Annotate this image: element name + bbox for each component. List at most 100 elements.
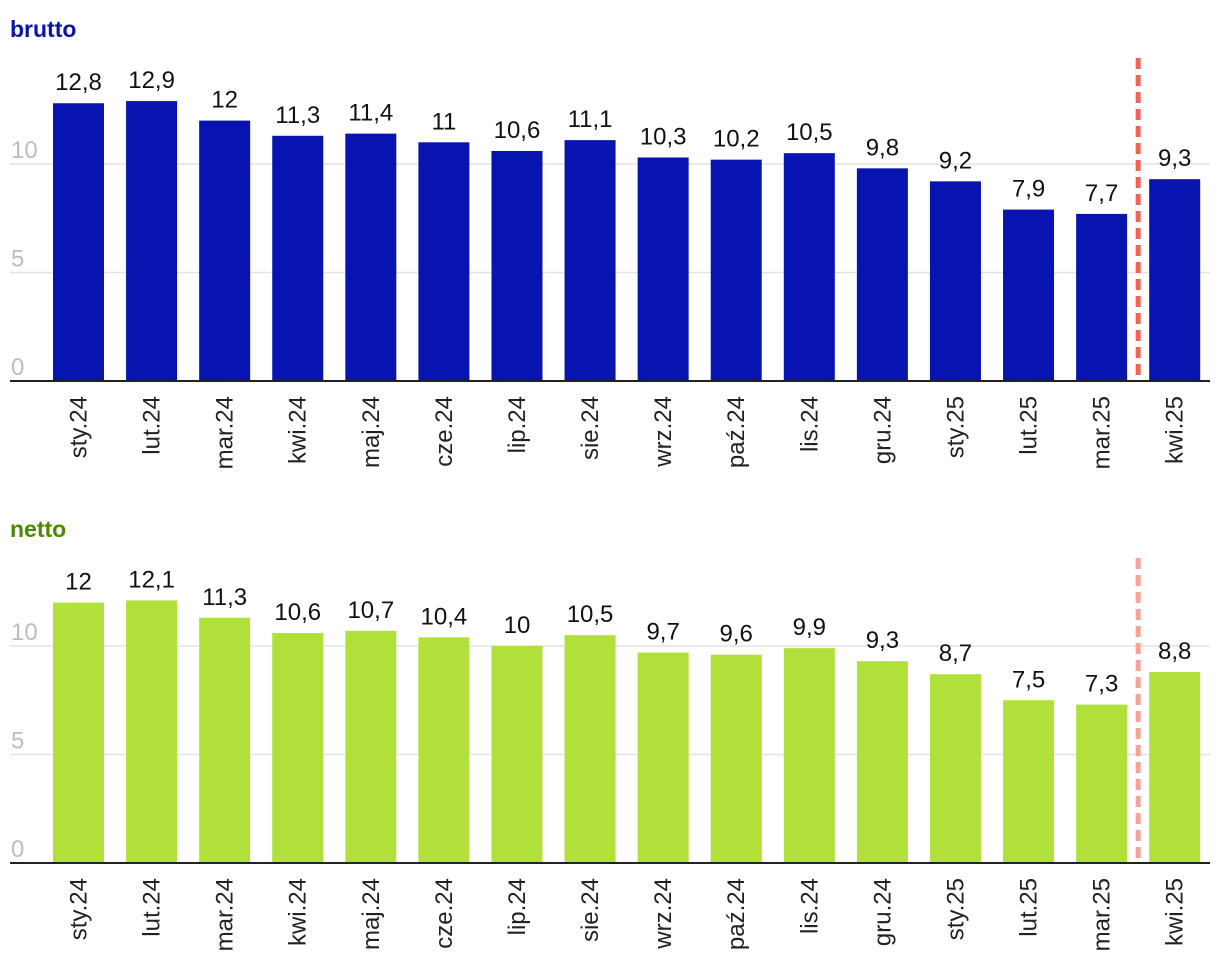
x-tick-label: wrz.24 <box>650 396 677 468</box>
data-label: 9,3 <box>1158 145 1191 172</box>
bar <box>53 602 104 863</box>
x-tick-label: mar.24 <box>212 396 239 469</box>
bar <box>856 661 908 863</box>
bar <box>783 153 835 381</box>
x-tick-label: cze.24 <box>431 878 458 949</box>
data-label: 9,8 <box>866 134 899 161</box>
data-label: 12 <box>211 87 238 114</box>
bar <box>418 637 470 863</box>
data-label: 11,4 <box>348 100 393 127</box>
data-label: 10,3 <box>640 123 687 150</box>
y-tick-label: 5 <box>11 728 24 755</box>
x-tick-label: cze.24 <box>431 396 458 467</box>
bar <box>126 600 178 863</box>
chart-panel-netto: netto 0 5 10 12 sty.24 12,1 lut.24 11,3 mar.24 10,… <box>10 516 1210 951</box>
bar <box>345 133 397 381</box>
bar <box>783 648 835 863</box>
data-label: 10,5 <box>567 601 614 628</box>
x-tick-label: paź.24 <box>723 396 750 468</box>
x-tick-label: kwi.24 <box>285 396 312 464</box>
bar <box>1076 704 1128 863</box>
data-label: 11,1 <box>568 106 613 133</box>
bar <box>53 103 104 382</box>
y-tick-label: 5 <box>11 246 24 273</box>
bar <box>272 632 324 863</box>
data-label: 7,3 <box>1085 671 1118 698</box>
data-label: 12,9 <box>128 67 175 94</box>
data-label: 7,9 <box>1012 176 1045 203</box>
data-label: 11,3 <box>202 584 247 611</box>
data-label: 8,7 <box>939 640 972 667</box>
data-label: 9,6 <box>720 621 753 648</box>
x-tick-label: kwi.25 <box>1162 878 1189 946</box>
x-tick-label: lut.24 <box>139 878 166 937</box>
x-tick-label: wrz.24 <box>650 878 677 950</box>
bar <box>126 101 178 381</box>
bar <box>199 617 251 863</box>
data-label: 8,8 <box>1158 638 1191 665</box>
x-tick-label: maj.24 <box>358 396 385 468</box>
data-label: 9,7 <box>646 619 679 646</box>
data-label: 10,5 <box>786 119 833 146</box>
x-tick-label: sie.24 <box>577 396 604 460</box>
data-label: 9,9 <box>793 614 826 641</box>
chart-title: netto <box>10 516 66 542</box>
bar <box>1076 213 1128 381</box>
bar <box>1149 672 1201 863</box>
bar <box>491 646 543 863</box>
x-tick-label: lip.24 <box>504 396 531 453</box>
bar <box>929 674 981 863</box>
x-tick-label: sie.24 <box>577 878 604 942</box>
x-tick-label: mar.25 <box>1089 396 1116 469</box>
data-label: 9,2 <box>939 147 972 174</box>
bar <box>418 142 470 381</box>
x-tick-label: sty.24 <box>66 396 93 458</box>
x-tick-label: gru.24 <box>869 396 896 464</box>
x-tick-label: mar.24 <box>212 878 239 951</box>
bar <box>272 135 324 381</box>
data-label: 7,7 <box>1085 180 1118 207</box>
chart-panel-brutto: brutto 0 5 10 12,8 sty.24 12,9 lut.24 12 mar.24 11… <box>10 16 1210 469</box>
bar <box>564 635 616 863</box>
x-tick-label: lip.24 <box>504 878 531 935</box>
bar <box>710 654 762 863</box>
bar <box>856 168 908 381</box>
data-label: 12,1 <box>128 566 175 593</box>
bar <box>929 181 981 381</box>
bar <box>199 120 251 381</box>
data-label: 11,3 <box>275 102 320 129</box>
x-tick-label: sty.24 <box>66 878 93 940</box>
bar <box>1149 179 1201 381</box>
data-label: 12,8 <box>55 69 102 96</box>
x-tick-label: sty.25 <box>942 878 969 940</box>
bar <box>1003 700 1055 863</box>
data-label: 10,6 <box>494 117 541 144</box>
x-tick-label: sty.25 <box>942 396 969 458</box>
data-label: 12 <box>65 569 92 596</box>
data-label: 10,7 <box>347 597 394 624</box>
x-tick-label: maj.24 <box>358 878 385 950</box>
data-label: 10,4 <box>421 603 468 630</box>
bar <box>564 140 616 381</box>
data-label: 7,5 <box>1012 666 1045 693</box>
y-tick-label: 0 <box>11 354 24 381</box>
x-tick-label: paź.24 <box>723 878 750 950</box>
bar <box>491 150 543 381</box>
x-tick-label: lut.25 <box>1016 396 1043 455</box>
y-tick-label: 10 <box>11 137 38 164</box>
y-tick-label: 10 <box>11 619 38 646</box>
x-tick-label: lis.24 <box>796 878 823 934</box>
x-tick-label: lut.25 <box>1016 878 1043 937</box>
x-tick-label: lut.24 <box>139 396 166 455</box>
x-tick-label: mar.25 <box>1089 878 1116 951</box>
data-label: 10 <box>504 612 531 639</box>
bar <box>1003 209 1055 381</box>
x-tick-label: gru.24 <box>869 878 896 946</box>
bar <box>710 159 762 381</box>
bar <box>637 652 689 863</box>
data-label: 10,2 <box>713 126 760 153</box>
bar <box>345 630 397 863</box>
data-label: 10,6 <box>274 599 321 626</box>
